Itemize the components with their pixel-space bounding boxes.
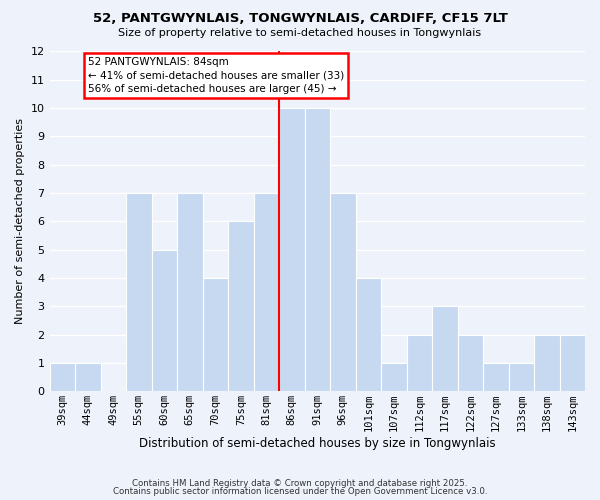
Bar — [305, 108, 330, 391]
Bar — [177, 193, 203, 391]
Bar — [407, 334, 432, 391]
Text: Size of property relative to semi-detached houses in Tongwynlais: Size of property relative to semi-detach… — [118, 28, 482, 38]
Bar — [432, 306, 458, 391]
Bar — [560, 334, 585, 391]
Text: Contains public sector information licensed under the Open Government Licence v3: Contains public sector information licen… — [113, 487, 487, 496]
Y-axis label: Number of semi-detached properties: Number of semi-detached properties — [15, 118, 25, 324]
Text: 52, PANTGWYNLAIS, TONGWYNLAIS, CARDIFF, CF15 7LT: 52, PANTGWYNLAIS, TONGWYNLAIS, CARDIFF, … — [92, 12, 508, 26]
Bar — [126, 193, 152, 391]
Bar — [330, 193, 356, 391]
Bar — [458, 334, 483, 391]
Bar — [203, 278, 228, 391]
Bar — [254, 193, 279, 391]
Bar — [228, 222, 254, 391]
Bar — [483, 363, 509, 391]
Bar — [381, 363, 407, 391]
Bar — [356, 278, 381, 391]
Text: Contains HM Land Registry data © Crown copyright and database right 2025.: Contains HM Land Registry data © Crown c… — [132, 478, 468, 488]
Bar — [50, 363, 75, 391]
Bar — [534, 334, 560, 391]
Bar — [75, 363, 101, 391]
Text: 52 PANTGWYNLAIS: 84sqm
← 41% of semi-detached houses are smaller (33)
56% of sem: 52 PANTGWYNLAIS: 84sqm ← 41% of semi-det… — [88, 57, 344, 94]
Bar — [509, 363, 534, 391]
X-axis label: Distribution of semi-detached houses by size in Tongwynlais: Distribution of semi-detached houses by … — [139, 437, 496, 450]
Bar — [152, 250, 177, 391]
Bar — [279, 108, 305, 391]
